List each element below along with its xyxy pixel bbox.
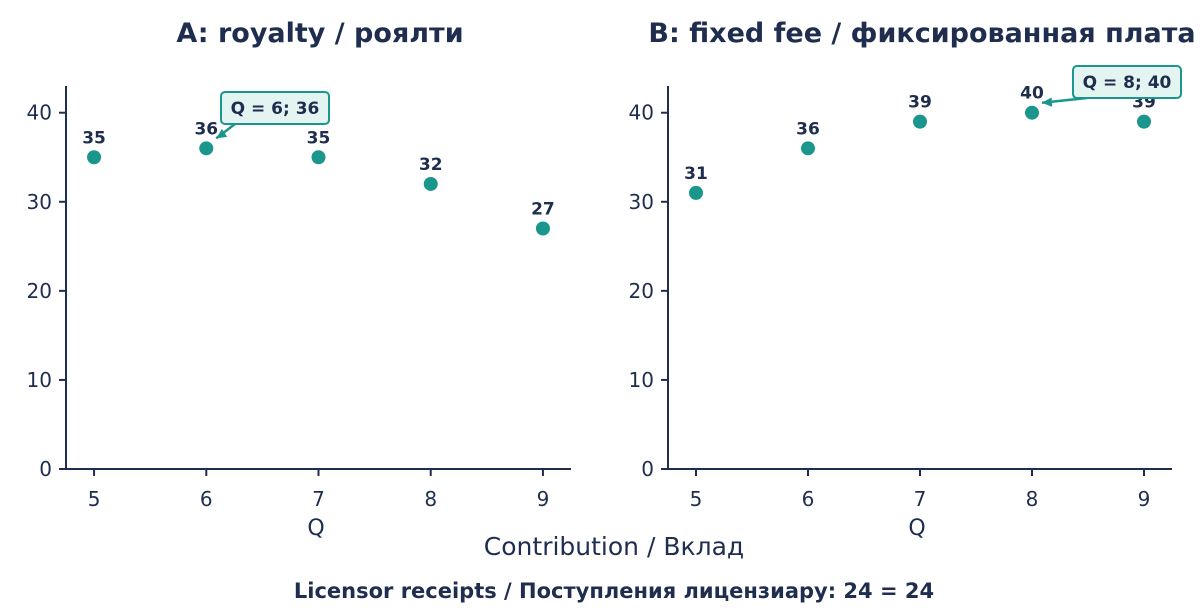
panel-b-point <box>689 185 703 200</box>
panel-a-callout-arrowhead <box>216 128 228 139</box>
panel-a-point <box>199 141 214 156</box>
panel-b-point <box>1025 105 1039 120</box>
panel-b-data-label: 31 <box>684 164 708 184</box>
shared-xlabel: Contribution / Вклад <box>484 532 744 561</box>
panel-a-x-tick-label: 5 <box>88 487 101 511</box>
panel-b-callout-box <box>1072 65 1182 99</box>
panel-a-y-tick-label: 0 <box>39 457 52 481</box>
panel-a-x-tick-label: 6 <box>200 487 213 511</box>
panel-a-point <box>535 221 550 236</box>
panel-a-data-label: 35 <box>307 128 331 148</box>
panel-b: B: fixed fee / фиксированная плата 0 10 20… <box>629 18 1196 541</box>
panel-b-point <box>801 141 815 156</box>
panel-b-data-label: 36 <box>796 119 820 139</box>
panel-a-point <box>423 176 438 191</box>
panel-a-data-label: 35 <box>82 128 106 148</box>
panel-a-y-tick-label: 10 <box>27 368 52 392</box>
panel-a-plot: 0 10 20 30 40 5 6 7 8 9 35 36 35 32 27 Q = 6; 36 <box>27 86 571 511</box>
panel-a-data-label: 27 <box>531 200 555 220</box>
panel-b-x-tick-label: 8 <box>1026 487 1039 511</box>
panel-b-y-tick-label: 10 <box>629 368 654 392</box>
panel-b-xlabel: Q <box>908 516 925 541</box>
panel-b-point <box>1137 114 1151 129</box>
panel-b-y-tick-label: 20 <box>629 279 654 303</box>
panel-b-x-tick-label: 5 <box>690 487 703 511</box>
panel-b-x-tick-label: 6 <box>802 487 815 511</box>
panel-a-y-tick-label: 40 <box>27 101 52 125</box>
panel-b-point <box>913 114 927 129</box>
panel-b-callout-text: Q = 8; 40 <box>1083 73 1172 93</box>
panel-a-callout-text: Q = 6; 36 <box>231 99 320 119</box>
panel-b-callout-arrowhead <box>1042 97 1053 107</box>
panel-a-data-label: 36 <box>194 119 218 139</box>
panel-a-title: A: royalty / роялти <box>176 18 463 49</box>
panel-a-y-tick-label: 20 <box>27 279 52 303</box>
panel-a: A: royalty / роялти 0 10 20 30 40 5 6 7 8 9 35 36 35… <box>27 18 571 541</box>
panel-a-callout-box <box>220 91 330 125</box>
panel-b-y-tick-label: 40 <box>629 101 654 125</box>
panel-a-data-label: 32 <box>419 155 443 175</box>
panel-b-y-tick-label: 30 <box>629 190 654 214</box>
panel-a-y-tick-label: 30 <box>27 190 52 214</box>
panel-a-xlabel: Q <box>307 516 324 541</box>
panel-a-x-tick-label: 7 <box>312 487 325 511</box>
panel-a-x-tick-label: 8 <box>424 487 437 511</box>
panel-b-y-tick-label: 0 <box>641 457 654 481</box>
panel-a-point <box>87 150 102 165</box>
panel-a-x-tick-label: 9 <box>537 487 550 511</box>
panel-b-data-label: 40 <box>1020 84 1044 104</box>
footer-note: Licensor receipts / Поступления лицензиа… <box>294 579 934 603</box>
panel-b-x-tick-label: 9 <box>1138 487 1151 511</box>
panel-b-data-label: 39 <box>908 93 932 113</box>
panel-b-title: B: fixed fee / фиксированная плата <box>648 18 1195 49</box>
panel-b-x-tick-label: 7 <box>914 487 927 511</box>
panel-a-point <box>311 150 326 165</box>
